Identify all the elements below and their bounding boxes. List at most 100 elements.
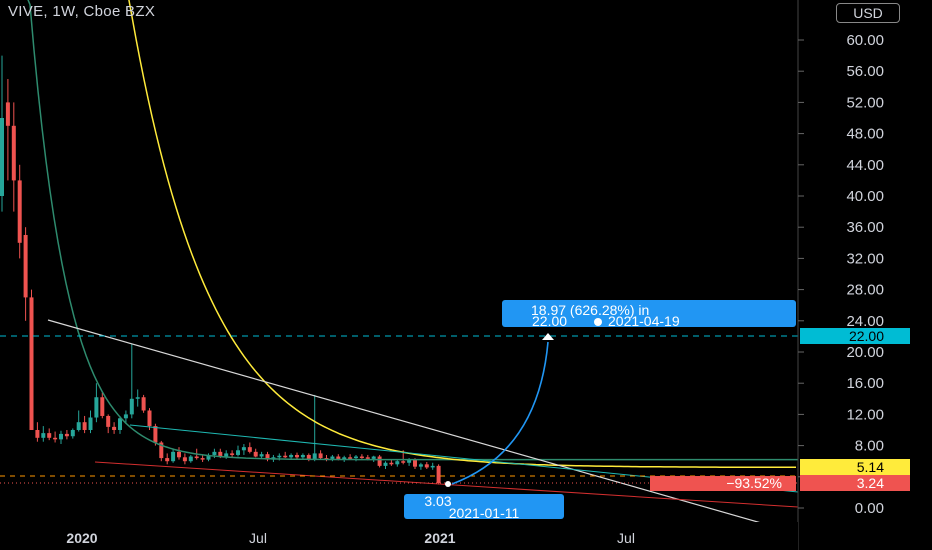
candle-body: [135, 397, 140, 399]
time-tick-label: Jul: [249, 530, 267, 546]
candle-body: [41, 433, 46, 438]
candle-body: [171, 451, 176, 462]
price-tick-label: 20.00: [846, 344, 884, 361]
low-marker-date: 2021-01-11: [449, 505, 520, 521]
low-marker-box: [404, 494, 564, 519]
candle-body: [418, 464, 423, 467]
candle-body: [424, 464, 429, 468]
projection-line1: 18.97 (626.28%) in: [531, 302, 649, 318]
candle-body: [188, 456, 193, 462]
candle-body: [200, 458, 205, 460]
candle-body: [165, 458, 170, 462]
projection-arrow-head: [542, 333, 554, 340]
candle-body: [206, 454, 211, 460]
candle-body: [371, 456, 376, 459]
candle-body: [82, 422, 87, 430]
candle-body: [389, 462, 394, 465]
candle-body: [112, 426, 117, 430]
candle-body: [224, 453, 229, 457]
candle-body: [88, 417, 93, 430]
low-marker-price: 3.03: [424, 493, 451, 509]
time-axis: 2020 Jul 2021 Jul: [0, 522, 798, 550]
candle-body: [11, 125, 16, 181]
candle-body: [359, 456, 364, 459]
candle-body: [177, 451, 181, 458]
candle-body: [283, 455, 288, 458]
candle-body: [241, 447, 246, 451]
candle-body: [265, 454, 270, 460]
candle-body: [194, 456, 199, 459]
candle-body: [383, 462, 388, 466]
candle-body: [159, 442, 164, 459]
percent-change-box: [650, 476, 796, 491]
time-tick-label: 2020: [66, 530, 97, 546]
candle-body: [430, 465, 435, 468]
price-tick-label: 36.00: [846, 219, 884, 236]
price-tick-label: 8.00: [855, 438, 884, 455]
time-axis-background: [0, 522, 798, 550]
candle-body: [129, 398, 134, 415]
candle-body: [118, 418, 122, 430]
price-tick-label: 40.00: [846, 188, 884, 205]
last-price-tag-bg: [800, 475, 910, 491]
last-price-tag: 3.24: [857, 475, 884, 491]
candle-body: [295, 454, 299, 458]
downtrend-line: [47, 319, 773, 527]
candle-body: [218, 451, 223, 457]
candle-body: [407, 459, 412, 463]
candle-body: [395, 461, 400, 465]
candle-body: [141, 397, 146, 411]
price-tick-label: 12.00: [846, 406, 884, 423]
candle-body: [348, 457, 353, 459]
candle-body: [300, 454, 305, 458]
candle-body: [318, 453, 323, 459]
candle-body: [123, 414, 128, 419]
time-tick-label: Jul: [617, 530, 635, 546]
projection-clock-icon: [594, 318, 602, 326]
candle-body: [106, 415, 111, 427]
projection-arrow: [451, 341, 549, 485]
candle-body: [259, 454, 264, 457]
percent-change-label: −93.52%: [726, 475, 782, 491]
candle-body: [212, 451, 217, 455]
candle-body: [100, 397, 105, 416]
candle-body: [336, 456, 341, 460]
symbol-legend[interactable]: VIVE, 1W, Cboe BZX: [8, 3, 156, 20]
candle-body: [377, 456, 382, 466]
price-tick-label: 44.00: [846, 157, 884, 174]
candle-body: [59, 433, 63, 440]
price-tick-label: 24.00: [846, 313, 884, 330]
candle-body: [247, 447, 252, 452]
candle-body: [76, 422, 81, 430]
candle-body: [17, 180, 22, 243]
currency-button[interactable]: USD: [836, 3, 900, 23]
candle-body: [306, 454, 311, 460]
low-marker-point: [445, 481, 451, 487]
target-price-tag-bg: [800, 328, 910, 344]
projection-line2: 22.00: [532, 313, 567, 329]
time-tick-label: 2021: [424, 530, 455, 546]
price-tick-label: 32.00: [846, 250, 884, 267]
ma-value-tag-bg: [800, 459, 910, 475]
candle-body: [53, 437, 58, 440]
projection-box: [502, 300, 796, 327]
candles-layer: [0, 55, 441, 485]
candle-body: [277, 455, 282, 458]
candle-body: [342, 457, 347, 460]
candle-body: [413, 459, 417, 467]
candle-body: [147, 410, 152, 427]
candle-body: [94, 397, 99, 418]
price-tick-label: 60.00: [846, 32, 884, 49]
candle-body: [365, 457, 370, 459]
candle-body: [23, 235, 28, 298]
candle-body: [354, 456, 358, 459]
candle-body: [35, 430, 40, 438]
candle-body: [436, 465, 441, 484]
candle-body: [182, 457, 187, 462]
candle-body: [289, 454, 294, 458]
candle-body: [29, 297, 34, 430]
price-axis: 60.00 56.00 52.00 48.00 44.00 40.00 36.00 32.00…: [797, 0, 884, 550]
target-price-tag: 22.00: [849, 328, 884, 344]
